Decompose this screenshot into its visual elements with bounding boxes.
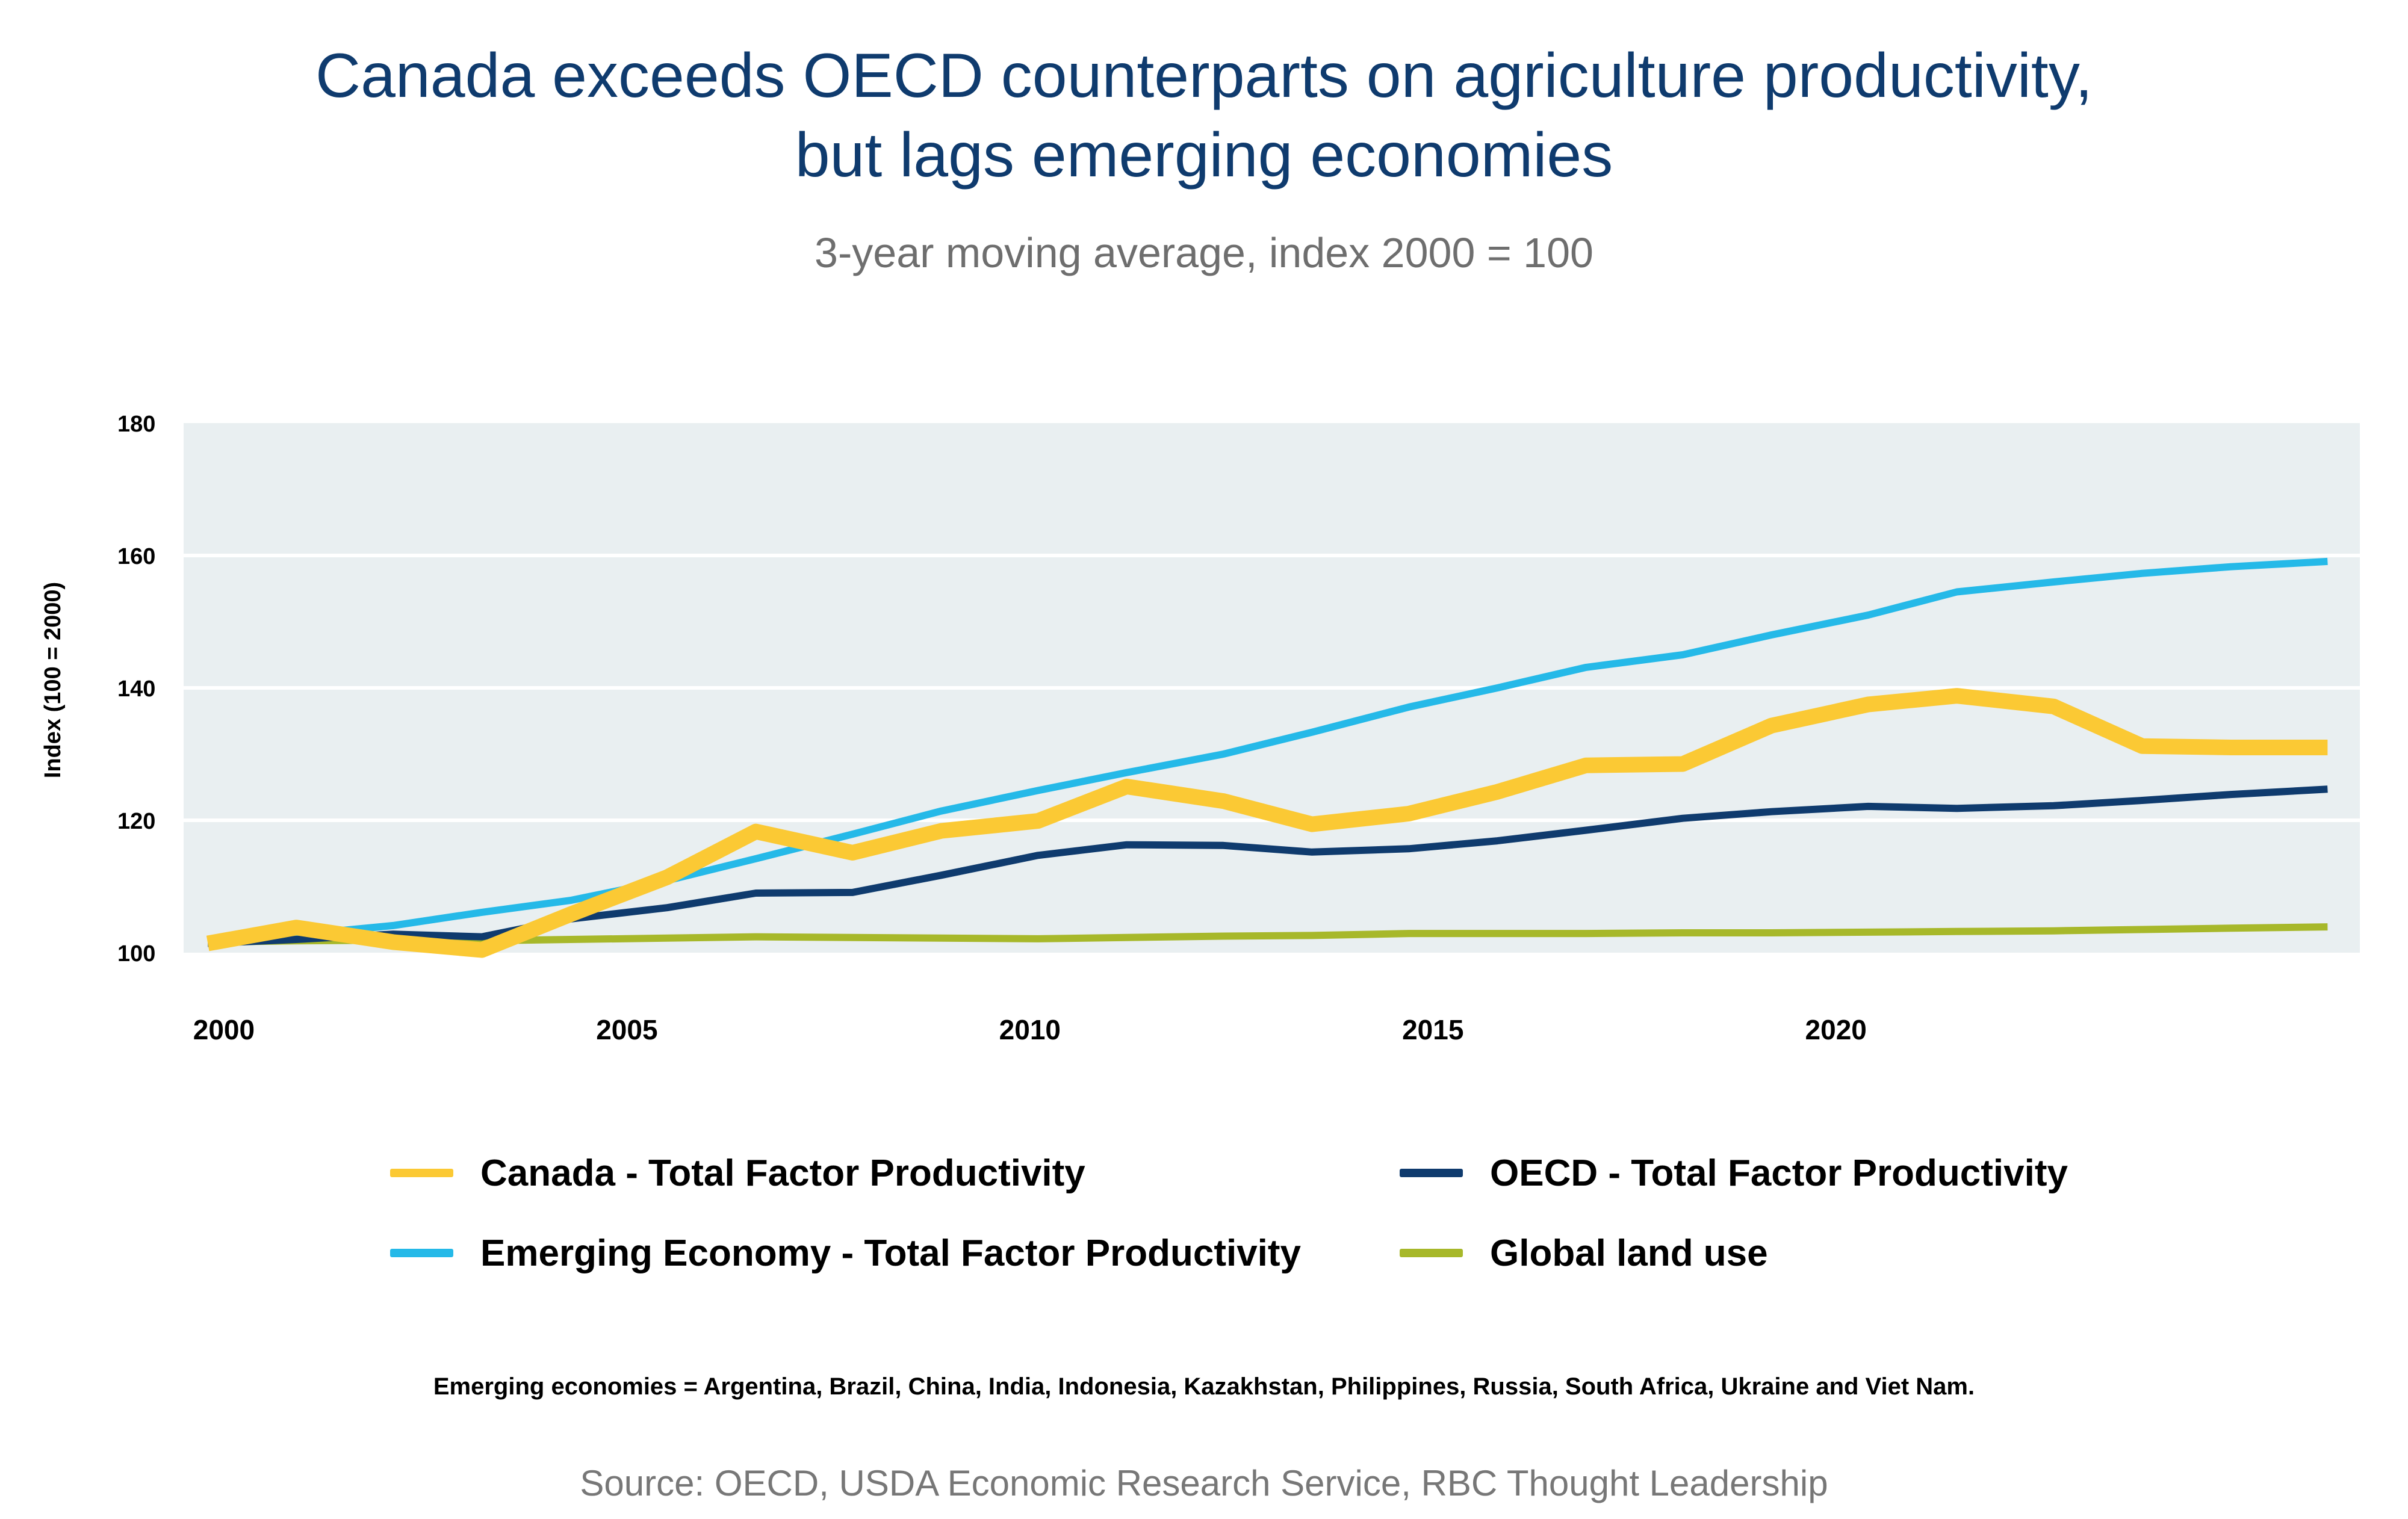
legend-item-emerging: Emerging Economy - Total Factor Producti… — [390, 1226, 1301, 1280]
y-tick-label-120: 120 — [117, 809, 155, 834]
data-series — [206, 557, 2328, 958]
legend-item-land-use: Global land use — [1400, 1226, 1768, 1280]
x-tick-label-2020: 2020 — [1805, 1014, 1867, 1045]
y-tick-label-100: 100 — [117, 941, 155, 967]
series-line-emerging — [207, 557, 2328, 945]
legend-swatch-canada — [390, 1169, 453, 1177]
x-tick-label-2010: 2010 — [999, 1014, 1061, 1045]
line-chart: 100 120 140 160 180 2000 2005 2010 2015 2020 Ind… — [40, 412, 2360, 1045]
legend-item-oecd: OECD - Total Factor Productivity — [1400, 1146, 2068, 1200]
chart-title-line-2: but lags emerging economies — [795, 120, 1613, 190]
y-axis-tick-labels: 100 120 140 160 180 — [117, 412, 155, 967]
chart-subtitle: 3-year moving average, index 2000 = 100 — [815, 229, 1593, 276]
x-tick-label-2015: 2015 — [1402, 1014, 1463, 1045]
series-line-land — [208, 923, 2328, 946]
y-axis-label: Index (100 = 2000) — [40, 582, 66, 778]
chart-title-line-1: Canada exceeds OECD counterparts on agri… — [315, 41, 2093, 111]
y-tick-label-180: 180 — [117, 412, 155, 437]
legend-label-land-use: Global land use — [1490, 1232, 1768, 1274]
legend-swatch-land-use — [1400, 1249, 1463, 1257]
legend-item-canada: Canada - Total Factor Productivity — [390, 1146, 1085, 1200]
x-axis-tick-labels: 2000 2005 2010 2015 2020 — [193, 1014, 1867, 1045]
y-tick-label-160: 160 — [117, 544, 155, 569]
chart-title: Canada exceeds OECD counterparts on agri… — [0, 36, 2408, 195]
legend-label-oecd: OECD - Total Factor Productivity — [1490, 1152, 2068, 1194]
legend-label-emerging: Emerging Economy - Total Factor Producti… — [480, 1232, 1302, 1274]
series-line-canada — [206, 688, 2328, 958]
x-tick-label-2000: 2000 — [193, 1014, 255, 1045]
footnote: Emerging economies = Argentina, Brazil, … — [433, 1373, 1975, 1400]
legend-swatch-emerging — [390, 1249, 453, 1257]
source-note: Source: OECD, USDA Economic Research Ser… — [580, 1463, 1828, 1503]
y-tick-label-140: 140 — [117, 676, 155, 702]
x-tick-label-2005: 2005 — [596, 1014, 657, 1045]
legend-swatch-oecd — [1400, 1169, 1463, 1177]
legend-label-canada: Canada - Total Factor Productivity — [480, 1152, 1085, 1194]
